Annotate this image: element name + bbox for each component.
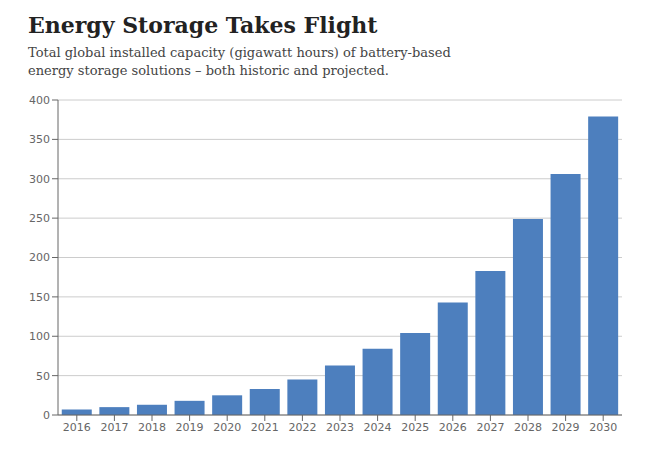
svg-text:2025: 2025 bbox=[401, 421, 429, 434]
svg-text:2021: 2021 bbox=[251, 421, 279, 434]
svg-text:100: 100 bbox=[29, 330, 50, 343]
svg-text:2027: 2027 bbox=[476, 421, 504, 434]
svg-text:2026: 2026 bbox=[439, 421, 467, 434]
svg-text:200: 200 bbox=[29, 251, 50, 264]
svg-text:2030: 2030 bbox=[589, 421, 617, 434]
svg-text:2028: 2028 bbox=[514, 421, 542, 434]
html-text:Total global installed capacit: Total global installed capacity (gigawat… bbox=[28, 45, 451, 60]
svg-text:2023: 2023 bbox=[326, 421, 354, 434]
html-text:energy storage solutions – bot: energy storage solutions – both historic… bbox=[28, 63, 389, 78]
svg-text:2029: 2029 bbox=[552, 421, 580, 434]
svg-text:50: 50 bbox=[36, 370, 50, 383]
svg-text:350: 350 bbox=[29, 133, 50, 146]
svg-text:2019: 2019 bbox=[176, 421, 204, 434]
svg-text:2018: 2018 bbox=[138, 421, 166, 434]
svg-text:0: 0 bbox=[43, 409, 50, 422]
svg-text:2020: 2020 bbox=[213, 421, 241, 434]
svg-text:250: 250 bbox=[29, 212, 50, 225]
svg-text:2024: 2024 bbox=[364, 421, 392, 434]
svg-text:150: 150 bbox=[29, 291, 50, 304]
svg-text:2022: 2022 bbox=[288, 421, 316, 434]
svg-text:400: 400 bbox=[29, 94, 50, 107]
svg-text:2017: 2017 bbox=[100, 421, 128, 434]
html-text:Energy Storage Takes Flight: Energy Storage Takes Flight bbox=[28, 12, 378, 38]
svg-text:2016: 2016 bbox=[63, 421, 91, 434]
svg-text:300: 300 bbox=[29, 173, 50, 186]
